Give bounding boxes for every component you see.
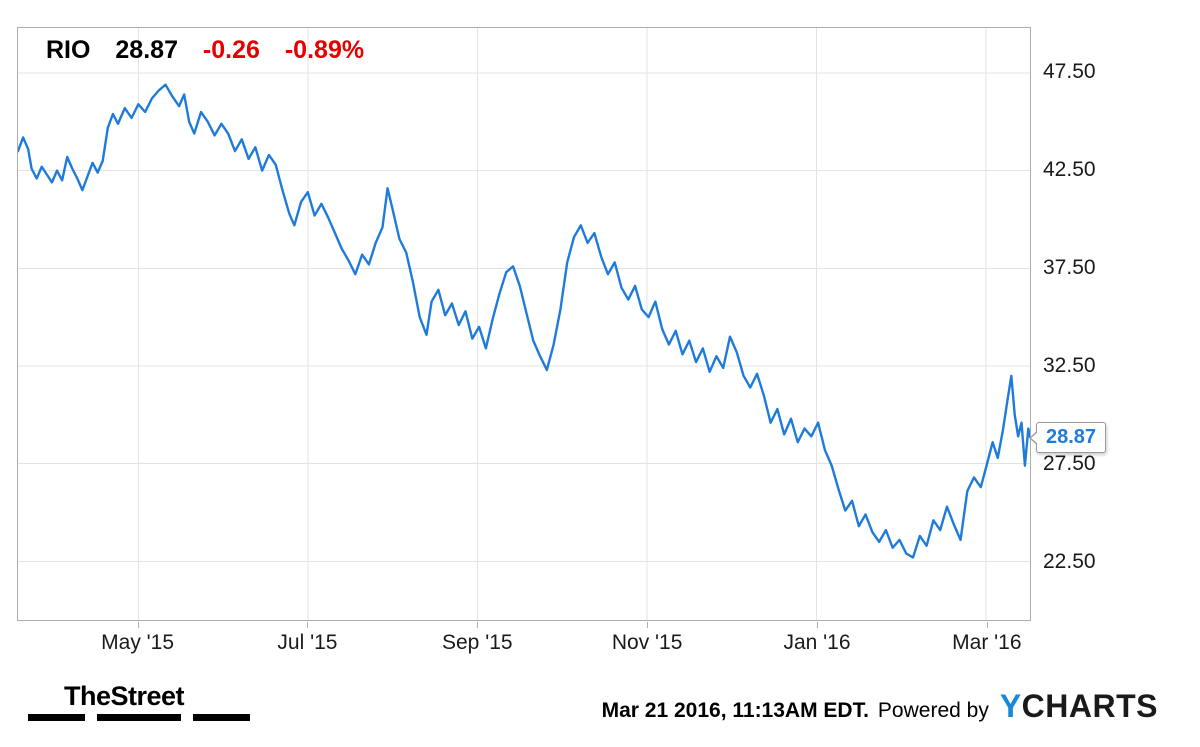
chart-plot-area: RIO 28.87 -0.26 -0.89% [17,27,1031,621]
ticker-symbol: RIO [46,36,91,64]
quote-header: RIO 28.87 -0.26 -0.89% [46,36,382,65]
y-axis-label: 32.50 [1043,354,1096,378]
footer: TheStreet Mar 21 2016, 11:13AM EDT. Powe… [0,672,1200,747]
thestreet-logo-bars-icon [28,714,256,721]
price-line [18,83,1030,559]
chart-canvas [18,28,1030,620]
x-axis-tick [137,622,139,628]
price-change: -0.26 [202,36,260,64]
x-axis-tick [647,622,649,628]
x-axis-label: Nov '15 [611,631,683,654]
attribution: Mar 21 2016, 11:13AM EDT. Powered by YCH… [602,688,1158,725]
price-callout-value: 28.87 [1046,426,1097,449]
x-axis-label: Sep '15 [441,631,513,654]
logo-bar [28,714,85,721]
price-callout: 28.87 [1036,422,1107,454]
y-axis-label: 42.50 [1043,158,1096,182]
chart-timestamp: Mar 21 2016, 11:13AM EDT. [601,699,869,722]
x-axis-tick [816,622,818,628]
x-axis-tick [477,622,479,628]
x-axis-label: May '15 [101,631,175,654]
x-axis-tick [307,622,309,628]
x-axis-label: Jan '16 [783,631,851,654]
x-axis-tick [986,622,988,628]
y-axis-label: 47.50 [1043,60,1096,84]
stock-chart: RIO 28.87 -0.26 -0.89% 47.50 42.50 37.50 32… [0,0,1200,662]
y-axis-label: 37.50 [1043,256,1096,280]
powered-by-label: Powered by [877,699,989,722]
y-axis-label: 27.50 [1043,452,1096,476]
thestreet-logo-text: TheStreet [64,681,185,711]
ycharts-logo[interactable]: YCHARTS [1000,688,1158,725]
logo-bar [97,714,181,721]
x-axis-label: Jul '15 [277,631,338,654]
x-axis-label: Mar '16 [952,631,1022,654]
ycharts-logo-y: Y [999,688,1022,724]
thestreet-logo[interactable]: TheStreet [28,682,256,721]
logo-bar [193,714,250,721]
ycharts-logo-charts: CHARTS [1021,688,1158,724]
last-price: 28.87 [115,36,178,64]
y-axis-label: 22.50 [1043,550,1096,574]
price-change-percent: -0.89% [284,36,365,64]
